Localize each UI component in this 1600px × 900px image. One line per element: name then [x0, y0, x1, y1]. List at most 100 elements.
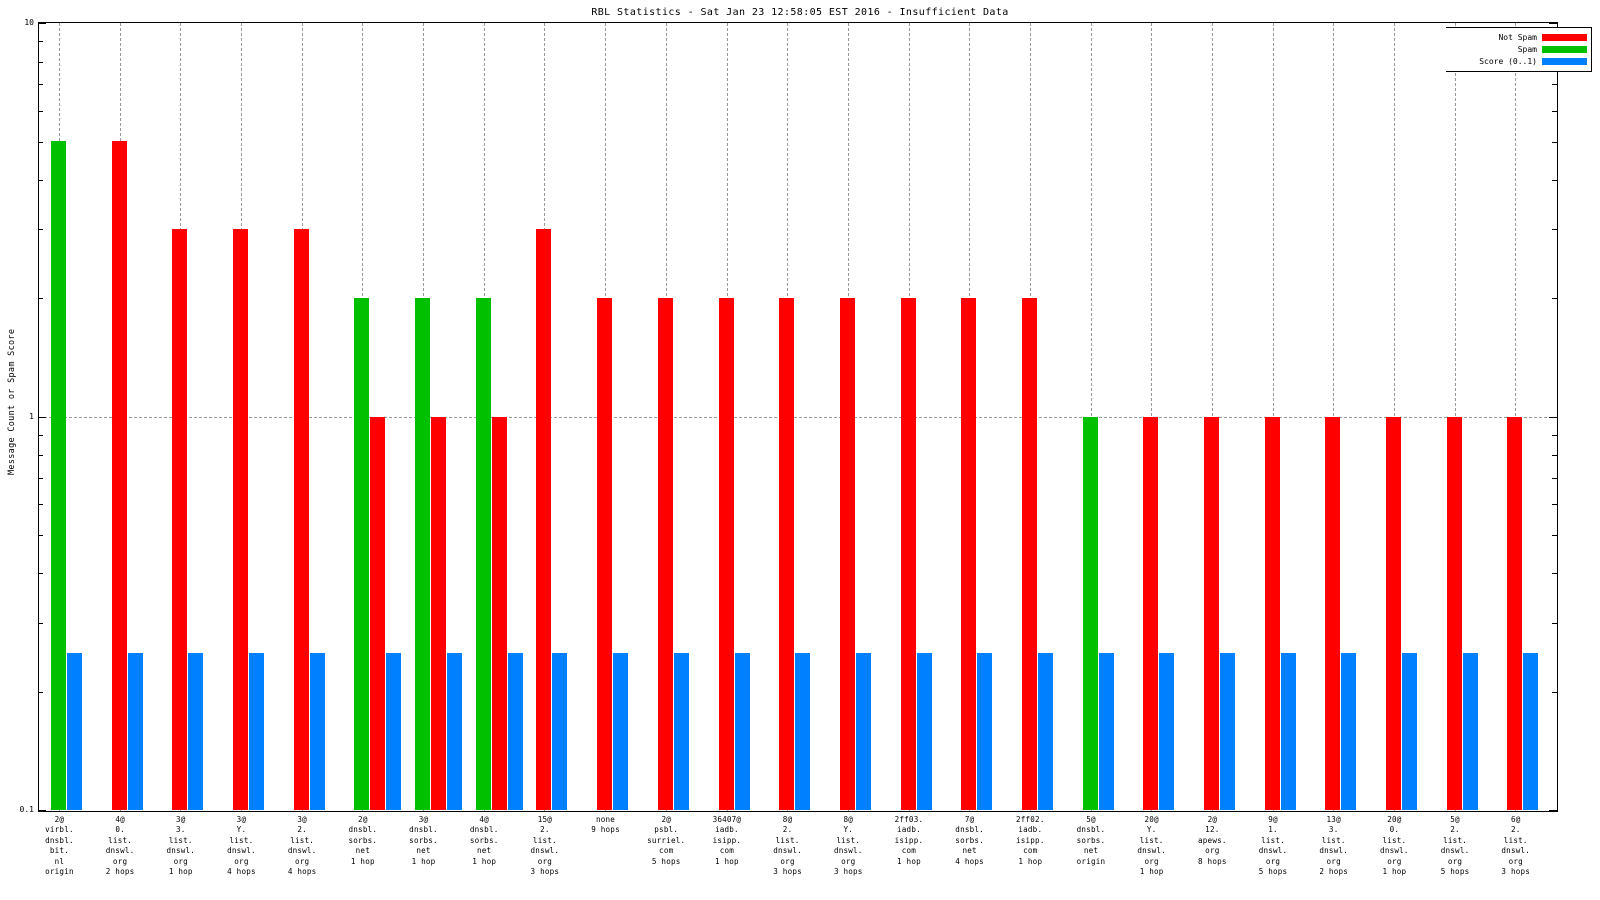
bar-score	[855, 653, 871, 810]
bar-spam	[1082, 416, 1098, 810]
bar-notspam	[1446, 416, 1462, 810]
y-axis-tick-label: 10	[24, 18, 34, 28]
x-axis-tick-label: 15@ 2. list. dnswl. org 3 hops	[530, 815, 560, 877]
bar-score	[1159, 653, 1175, 810]
bar-notspam	[839, 298, 855, 810]
chart-title: RBL Statistics - Sat Jan 23 12:58:05 EST…	[591, 7, 1009, 18]
legend-item-label: Spam	[1517, 45, 1537, 54]
y-axis-minor-tick	[1551, 84, 1557, 86]
y-axis-minor-tick	[38, 141, 43, 143]
legend-item: Score (0..1)	[1446, 56, 1587, 67]
y-axis-minor-tick	[38, 179, 43, 181]
bar-spam	[415, 298, 431, 810]
bar-notspam	[597, 298, 613, 810]
y-axis-major-tick	[38, 416, 46, 418]
x-axis-tick-label: 20@ 0. list. dnswl. org 1 hop	[1380, 815, 1409, 877]
bar-notspam	[657, 298, 673, 810]
y-axis-minor-tick	[1551, 691, 1557, 693]
plot-area	[38, 22, 1558, 812]
bar-spam	[354, 298, 370, 810]
bar-score	[507, 653, 523, 810]
bar-notspam	[172, 228, 188, 810]
x-axis-tick-label: 36407@ iadb. isipp. com 1 hop	[712, 815, 742, 866]
bar-score	[249, 653, 265, 810]
y-axis-tick-label: 0.1	[19, 805, 34, 815]
y-axis-minor-tick	[1551, 141, 1557, 143]
bar-notspam	[1325, 416, 1341, 810]
bar-notspam	[1143, 416, 1159, 810]
x-axis-labels: 2@ virbl. dnsbl. bit. nl origin 4@ 0. lis…	[38, 815, 1558, 895]
x-axis-tick-label: 3@ Y. list. dnswl. org 4 hops	[227, 815, 256, 877]
bar-score	[977, 653, 993, 810]
bar-score	[1401, 653, 1417, 810]
bar-score	[127, 653, 143, 810]
y-axis-minor-tick	[38, 110, 43, 112]
bar-score	[795, 653, 811, 810]
x-axis-tick-label: 6@ 2. list. dnswl. org 3 hops	[1501, 815, 1531, 877]
bar-notspam	[370, 416, 386, 810]
x-axis-tick-label: 5@ dnsbl. sorbs. net origin	[1076, 815, 1106, 866]
bar-score	[552, 653, 568, 810]
y-axis-tick-label: 1	[29, 411, 34, 421]
bar-score	[386, 653, 402, 810]
y-axis-minor-tick	[38, 535, 43, 537]
bar-notspam	[961, 298, 977, 810]
x-axis-tick-label: 13@ 3. list. dnswl. org 2 hops	[1319, 815, 1349, 877]
bar-score	[613, 653, 629, 810]
bar-notspam	[900, 298, 916, 810]
horizontal-gridline	[39, 416, 1557, 418]
bar-score	[1037, 653, 1053, 810]
x-axis-tick-label: 2@ 12. apews. org 8 hops	[1198, 815, 1227, 866]
y-axis-major-tick	[38, 810, 46, 812]
bar-score	[188, 653, 204, 810]
legend-item-label: Score (0..1)	[1479, 57, 1537, 66]
bar-score	[916, 653, 932, 810]
y-axis-minor-tick	[38, 573, 43, 575]
bar-score	[1523, 653, 1539, 810]
bar-notspam	[779, 298, 795, 810]
bar-score	[67, 653, 83, 810]
y-axis-title: Message Count or Spam Score	[7, 328, 17, 475]
y-axis-minor-tick	[38, 504, 43, 506]
y-axis-major-tick	[1548, 23, 1557, 25]
legend-item: Spam	[1446, 44, 1587, 55]
x-axis-tick-label: 20@ Y. list. dnswl. org 1 hop	[1137, 815, 1166, 877]
bar-notspam	[718, 298, 734, 810]
bar-notspam	[491, 416, 507, 810]
y-axis-minor-tick	[38, 229, 43, 231]
bar-spam	[51, 141, 67, 810]
y-axis-minor-tick	[1551, 535, 1557, 537]
x-axis-tick-label: 8@ Y. list. dnswl. org 3 hops	[833, 815, 863, 877]
y-axis-minor-tick	[1551, 298, 1557, 300]
bar-notspam	[431, 416, 447, 810]
x-axis-tick-label: 8@ 2. list. dnswl. org 3 hops	[773, 815, 802, 877]
x-axis-tick-label: 2ff03. iadb. isipp. com 1 hop	[894, 815, 924, 866]
x-axis-tick-label: 7@ dnsbl. sorbs. net 4 hops	[955, 815, 984, 866]
bar-notspam	[1203, 416, 1219, 810]
legend-color-swatch	[1542, 58, 1587, 65]
y-axis-minor-tick	[38, 41, 43, 43]
x-axis-tick-label: 4@ dnsbl. sorbs. net 1 hop	[469, 815, 499, 866]
x-axis-tick-label: 3@ 3. list. dnswl. org 1 hop	[166, 815, 196, 877]
y-axis-minor-tick	[1551, 477, 1557, 479]
y-axis-minor-tick	[38, 434, 43, 436]
x-axis-tick-label: 3@ dnsbl. sorbs. net 1 hop	[409, 815, 438, 866]
y-axis-minor-tick	[1551, 110, 1557, 112]
bar-score	[309, 653, 325, 810]
y-axis-major-tick	[38, 23, 46, 25]
y-axis-minor-tick	[1551, 455, 1557, 457]
y-axis-minor-tick	[1551, 573, 1557, 575]
bar-score	[734, 653, 750, 810]
bar-notspam	[293, 228, 309, 810]
x-axis-tick-label: 4@ 0. list. dnswl. org 2 hops	[105, 815, 135, 877]
y-axis-minor-tick	[1551, 229, 1557, 231]
y-axis-minor-tick	[38, 61, 43, 63]
bar-score	[1098, 653, 1114, 810]
y-axis-minor-tick	[38, 622, 43, 624]
bar-notspam	[233, 228, 249, 810]
bar-score	[1219, 653, 1235, 810]
y-axis-minor-tick	[38, 298, 43, 300]
x-axis-tick-label: 3@ 2. list. dnswl. org 4 hops	[287, 815, 317, 877]
legend-color-swatch	[1542, 46, 1587, 53]
